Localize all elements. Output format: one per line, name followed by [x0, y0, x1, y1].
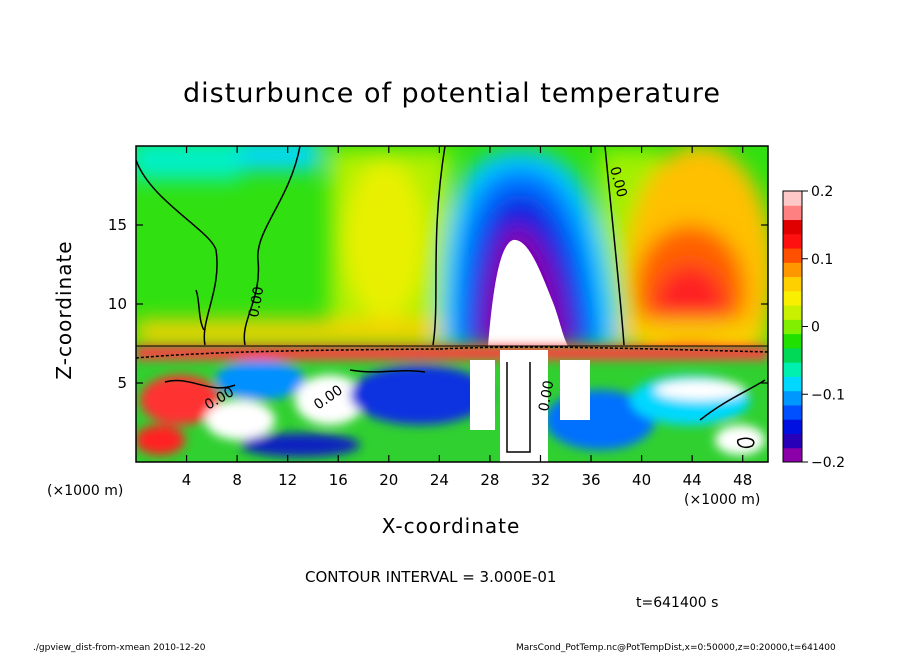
y-unit-label: (×1000 m) — [47, 483, 124, 499]
colorbar-tick-label: 0.1 — [811, 252, 833, 268]
colorbar-swatch — [783, 233, 802, 249]
colorbar-tick-label: −0.2 — [811, 455, 845, 471]
colorbar-swatch — [783, 205, 802, 221]
colorbar-swatch — [783, 419, 802, 434]
y-tick-label: 5 — [117, 374, 127, 392]
y-tick-label: 10 — [108, 295, 127, 313]
colorbar-swatch — [783, 362, 802, 377]
contour-interval: CONTOUR INTERVAL = 3.000E-01 — [305, 568, 557, 586]
x-tick-label: 4 — [182, 471, 192, 489]
contour-label: 0.00 — [536, 379, 557, 412]
x-tick-label: 16 — [329, 471, 348, 489]
x-tick-label: 44 — [683, 471, 702, 489]
colorbar-tick-label: −0.1 — [811, 387, 845, 403]
colorbar-swatch — [783, 290, 802, 306]
colorbar-tick-label: 0 — [811, 320, 820, 336]
colorbar-swatch — [783, 433, 802, 449]
chart-title: disturbunce of potential temperature — [183, 78, 721, 109]
colorbar-swatch — [783, 447, 802, 463]
y-tick-label: 15 — [108, 216, 127, 234]
colorbar-swatch — [783, 305, 802, 320]
colorbar-swatch — [783, 191, 802, 206]
colorbar-swatch — [783, 262, 802, 278]
x-tick-label: 36 — [581, 471, 600, 489]
colorbar-swatch — [783, 376, 802, 392]
x-tick-label: 20 — [379, 471, 398, 489]
colorbar-swatch — [783, 276, 802, 292]
colorbar-swatch — [783, 390, 802, 406]
colorbar-tick-label: 0.2 — [811, 184, 833, 200]
colorbar-swatch — [783, 219, 802, 235]
x-tick-label: 40 — [632, 471, 651, 489]
x-unit-label: (×1000 m) — [684, 492, 761, 508]
colorbar — [783, 191, 802, 463]
colorbar-ticks: 0.2 0.1 0 −0.1 −0.2 — [802, 184, 845, 471]
heatmap-field — [136, 146, 768, 462]
colorbar-swatch — [783, 319, 802, 335]
x-tick-label: 8 — [232, 471, 242, 489]
x-tick-label: 24 — [430, 471, 449, 489]
x-tick-label: 32 — [531, 471, 550, 489]
contour-label: 0.00 — [246, 285, 267, 318]
contour-label: 0.00 — [606, 165, 630, 199]
x-axis-label: X-coordinate — [381, 514, 521, 538]
x-tick-label: 48 — [733, 471, 752, 489]
x-tick-label: 12 — [278, 471, 297, 489]
footer-right: MarsCond_PotTemp.nc@PotTempDist,x=0:5000… — [516, 643, 836, 653]
x-tick-label: 28 — [480, 471, 499, 489]
time-stamp: t=641400 s — [636, 595, 719, 611]
colorbar-swatch — [783, 248, 802, 263]
colorbar-swatch — [783, 404, 802, 420]
colorbar-swatch — [783, 333, 802, 349]
footer-left: ./gpview_dist-from-xmean 2010-12-20 — [33, 643, 206, 653]
colorbar-swatch — [783, 347, 802, 363]
